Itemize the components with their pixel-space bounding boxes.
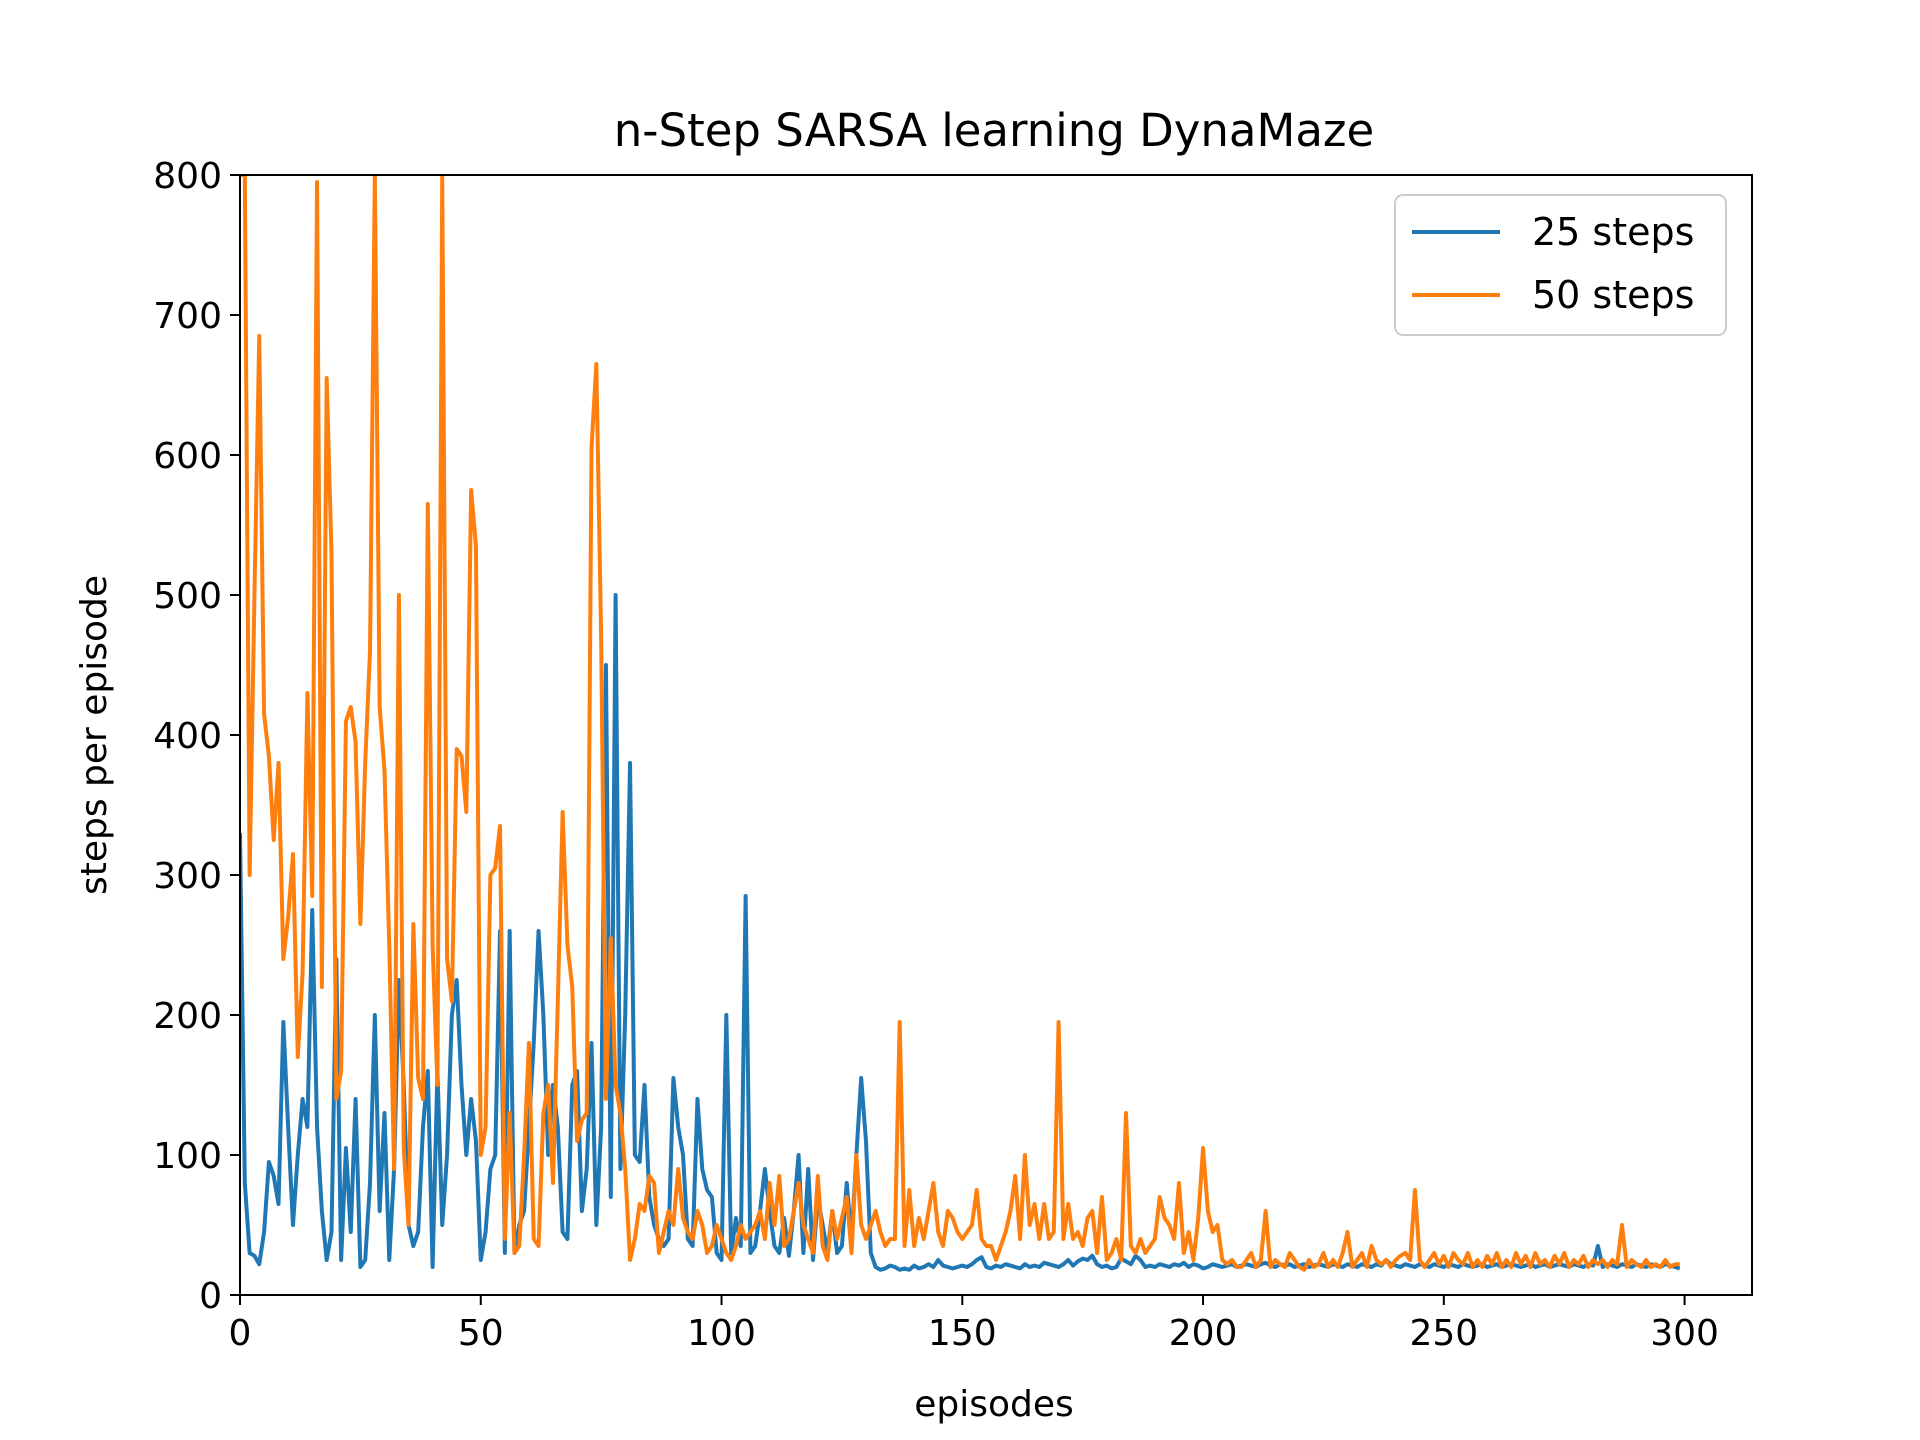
series-layer <box>240 175 1681 1272</box>
x-tick-label: 200 <box>1169 1313 1238 1354</box>
y-tick-label: 200 <box>153 996 222 1037</box>
legend: 25 steps 50 steps <box>1394 194 1727 336</box>
y-tick-label: 800 <box>153 156 222 197</box>
x-axis: 0 50 100 150 200 250 300 <box>229 1295 1719 1354</box>
x-axis-label: episodes <box>914 1384 1074 1425</box>
x-tick-label: 100 <box>687 1313 756 1354</box>
y-axis-label: steps per episode <box>74 575 115 895</box>
x-tick-label: 0 <box>229 1313 252 1354</box>
y-axis: 0 100 200 300 400 500 600 700 800 <box>153 156 240 1317</box>
chart-title: n-Step SARSA learning DynaMaze <box>614 104 1374 157</box>
y-tick-label: 0 <box>199 1276 222 1317</box>
x-tick-label: 250 <box>1409 1313 1478 1354</box>
series-line-50-steps <box>240 175 1680 1272</box>
legend-label-50-steps: 50 steps <box>1532 273 1694 317</box>
y-tick-label: 100 <box>153 1136 222 1177</box>
x-tick-label: 50 <box>458 1313 504 1354</box>
x-tick-label: 300 <box>1650 1313 1719 1354</box>
legend-label-25-steps: 25 steps <box>1532 210 1694 254</box>
y-tick-label: 500 <box>153 576 222 617</box>
y-tick-label: 400 <box>153 716 222 757</box>
y-tick-label: 600 <box>153 436 222 477</box>
y-tick-label: 300 <box>153 856 222 897</box>
x-tick-label: 150 <box>928 1313 997 1354</box>
y-tick-label: 700 <box>153 296 222 337</box>
